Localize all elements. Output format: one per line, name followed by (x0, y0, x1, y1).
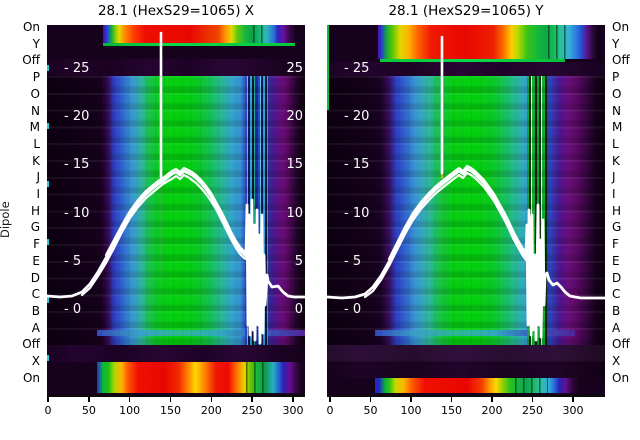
row-label: A (31, 320, 40, 335)
row-label: Y (612, 36, 620, 51)
x-tick-cell: 200 (477, 397, 507, 417)
x-tick-cell: 200 (196, 397, 226, 417)
left-plot-title: 28.1 (HexS29=1065) X (97, 3, 255, 19)
row-label: D (612, 270, 622, 285)
row-label: H (612, 203, 622, 218)
row-label: O (30, 86, 40, 101)
x-tick-label: 250 (241, 404, 263, 417)
x-tick-label: 200 (481, 404, 503, 417)
row-label: Off (22, 53, 40, 68)
x-tick-mark (251, 397, 253, 402)
right-plot-title: 28.1 (HexS29=1065) Y (388, 3, 544, 19)
row-label: G (30, 220, 40, 235)
x-tick-label: 150 (441, 404, 462, 417)
row-label: Off (612, 53, 630, 68)
row-label: X (31, 354, 40, 369)
row-label: C (612, 287, 621, 302)
x-tick-mark (169, 397, 172, 402)
row-label: P (612, 70, 620, 85)
x-tick-label: 150 (159, 404, 181, 417)
row-label: N (31, 103, 40, 118)
row-label: E (612, 253, 620, 268)
x-tick-cell: 50 (74, 397, 104, 417)
x-tick-mark (369, 397, 372, 402)
row-label: G (612, 220, 622, 235)
row-label: L (612, 136, 619, 151)
x-tick-cell: 100 (115, 397, 145, 417)
row-label: E (32, 253, 40, 268)
x-axis-left: 0 50 100 150 200 250 300 (33, 397, 308, 417)
x-tick-label: 250 (522, 404, 543, 417)
row-label: On (612, 370, 630, 385)
heatmap-panel-x: - 25 - 20 - 15 - 10 - 5 - 0 25 20 15 10 … (47, 25, 305, 397)
row-label: C (31, 287, 40, 302)
x-tick-cell: 0 (33, 397, 63, 417)
row-label: Y (32, 36, 40, 51)
x-tick-label: 50 (363, 404, 378, 417)
x-tick-cell: 250 (518, 397, 548, 417)
heatmap-panel-y: - 25 - 20 - 15 - 10 - 5 - 0 (327, 25, 605, 397)
row-label: X (612, 354, 621, 369)
row-label: F (612, 237, 619, 252)
x-tick-mark (450, 397, 453, 402)
row-label: M (612, 120, 623, 135)
row-label: Off (612, 337, 630, 352)
x-tick-cell: 50 (356, 397, 386, 417)
row-label: H (30, 203, 40, 218)
x-tick-mark (292, 397, 294, 402)
row-label: J (36, 170, 40, 185)
row-label: M (29, 120, 40, 135)
x-tick-mark (572, 397, 574, 402)
row-label: On (22, 20, 40, 34)
x-tick-mark (128, 397, 131, 402)
x-tick-mark (210, 397, 213, 402)
row-label: On (612, 20, 630, 34)
row-label: B (612, 303, 621, 318)
x-tick-label: 300 (562, 404, 584, 417)
row-label: Off (22, 337, 40, 352)
x-tick-cell: 250 (237, 397, 267, 417)
x-tick-cell: 150 (155, 397, 185, 417)
row-label: D (30, 270, 40, 285)
right-row-label-column: On Y Off P O N M L K J I H G F E D C B A… (612, 21, 640, 385)
x-tick-label: 50 (81, 404, 96, 417)
x-tick-cell: 300 (278, 397, 308, 417)
x-tick-cell: 100 (396, 397, 426, 417)
profile-curve-x (47, 31, 305, 345)
x-tick-cell: 300 (558, 397, 588, 417)
x-tick-cell: 150 (437, 397, 467, 417)
x-tick-label: 300 (282, 404, 304, 417)
x-tick-cell: 0 (315, 397, 345, 417)
row-label: L (33, 136, 40, 151)
x-tick-label: 100 (400, 404, 422, 417)
row-label: K (32, 153, 40, 168)
row-label: O (612, 86, 622, 101)
x-tick-mark (47, 397, 49, 402)
x-tick-mark (531, 397, 534, 402)
x-tick-label: 100 (119, 404, 141, 417)
row-label: On (22, 370, 40, 385)
x-tick-mark (88, 397, 90, 402)
row-label: N (612, 103, 621, 118)
x-tick-label: 0 (326, 404, 334, 417)
row-label: I (36, 187, 40, 202)
x-tick-mark (329, 397, 331, 402)
x-tick-label: 200 (200, 404, 222, 417)
profile-curve-y (327, 35, 605, 342)
left-row-label-column: On Y Off P O N M L K J I H G F E D C B A… (0, 21, 40, 385)
x-tick-mark (410, 397, 412, 402)
x-axis-right: 0 50 100 150 200 250 300 (315, 397, 588, 417)
row-label: I (612, 187, 616, 202)
x-tick-mark (491, 397, 493, 402)
row-label: B (31, 303, 40, 318)
row-label: J (612, 170, 616, 185)
row-label: P (32, 70, 40, 85)
row-label: A (612, 320, 621, 335)
x-tick-label: 0 (44, 404, 52, 417)
row-label: K (612, 153, 620, 168)
row-label: F (33, 237, 40, 252)
